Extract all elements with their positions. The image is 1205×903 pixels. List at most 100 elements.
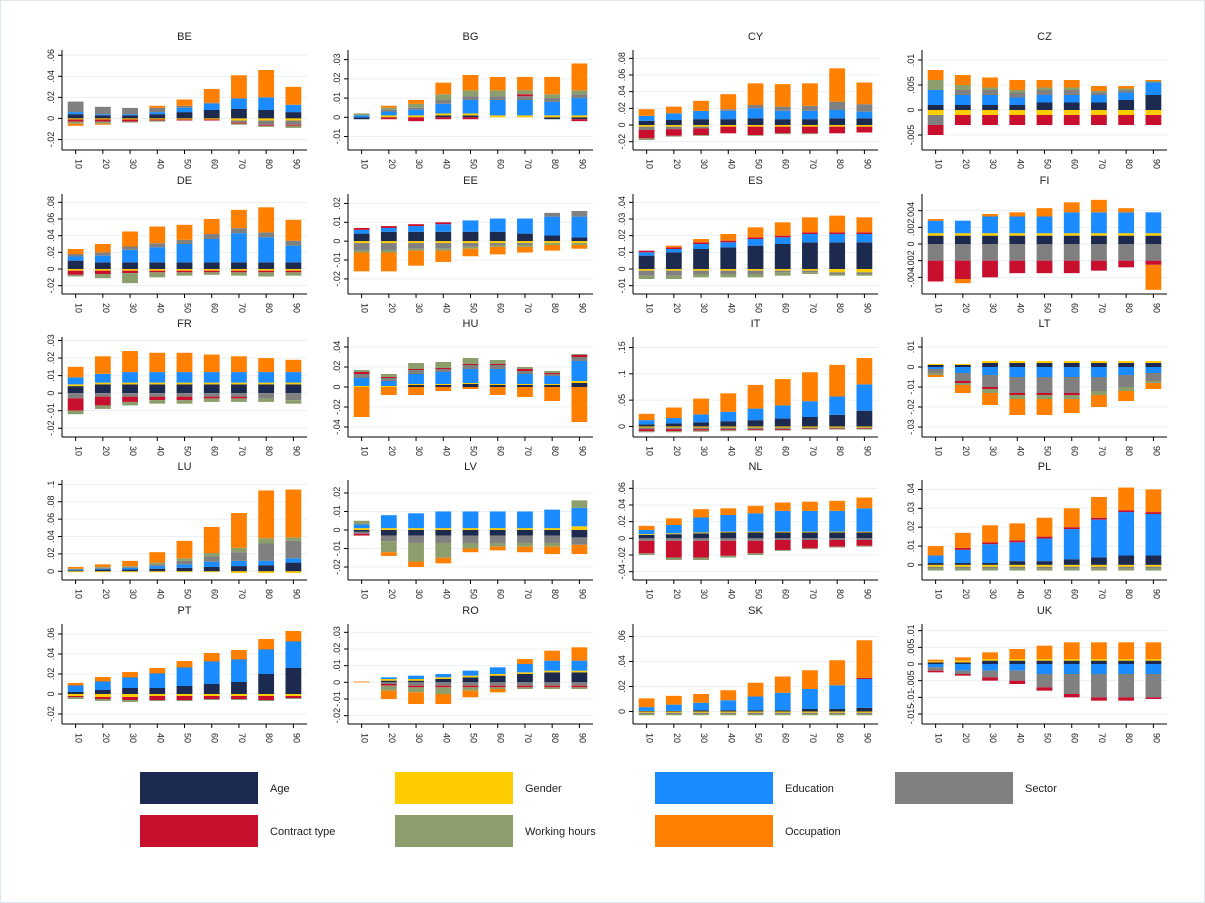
bar-segment bbox=[1009, 568, 1026, 571]
bar-segment bbox=[1145, 115, 1162, 125]
bar-segment bbox=[1145, 489, 1162, 513]
bar-segment bbox=[67, 114, 84, 119]
panel-title: HU bbox=[463, 318, 479, 330]
x-tick-label: 30 bbox=[414, 159, 424, 169]
bar-segment bbox=[1036, 115, 1053, 125]
bar-segment bbox=[1036, 260, 1053, 274]
bar-segment bbox=[462, 690, 479, 698]
bar-segment bbox=[380, 684, 397, 686]
bar-segment bbox=[802, 428, 818, 430]
bar-segment bbox=[802, 105, 818, 111]
bar-segment bbox=[122, 107, 138, 115]
bar-segment bbox=[802, 670, 818, 689]
y-tick-label: .02 bbox=[617, 515, 627, 528]
legend-label: Contract type bbox=[270, 826, 335, 838]
x-tick-label: 40 bbox=[441, 159, 451, 169]
x-tick-label: 50 bbox=[469, 589, 479, 599]
bar-segment bbox=[927, 219, 944, 221]
bar-segment bbox=[856, 677, 873, 679]
bar-segment bbox=[720, 538, 737, 541]
y-tick-label: 0 bbox=[332, 239, 342, 244]
bar-segment bbox=[231, 393, 247, 397]
bar-segment bbox=[802, 548, 818, 550]
x-tick-label: 40 bbox=[1015, 159, 1025, 169]
bar-segment bbox=[285, 489, 302, 538]
x-tick-label: 70 bbox=[237, 303, 247, 313]
bar-segment bbox=[176, 372, 193, 383]
bar-segment bbox=[1145, 513, 1162, 556]
bar-segment bbox=[1036, 95, 1053, 103]
bar-segment bbox=[462, 241, 479, 244]
bar-segment bbox=[462, 535, 479, 543]
bar-segment bbox=[571, 237, 588, 242]
bar-segment bbox=[1063, 80, 1080, 88]
y-tick-label: .03 bbox=[332, 626, 342, 639]
bar-segment bbox=[462, 243, 479, 247]
bar-segment bbox=[285, 384, 302, 394]
bar-segment bbox=[1063, 564, 1080, 567]
panel-title: CZ bbox=[1037, 31, 1052, 43]
bar-segment bbox=[1091, 496, 1107, 518]
bar-segment bbox=[258, 232, 275, 238]
bar-segment bbox=[94, 114, 111, 116]
bar-segment bbox=[829, 426, 846, 428]
bar-segment bbox=[94, 681, 111, 682]
x-tick-label: 70 bbox=[523, 159, 533, 169]
bar-segment bbox=[829, 234, 846, 243]
bar-segment bbox=[802, 711, 818, 713]
bar-segment bbox=[1118, 361, 1135, 363]
bar-segment bbox=[1036, 367, 1053, 377]
bar-segment bbox=[258, 70, 275, 98]
x-tick-label: 20 bbox=[961, 733, 971, 743]
y-tick-label: .04 bbox=[906, 483, 916, 496]
bar-segment bbox=[462, 542, 479, 549]
x-tick-label: 60 bbox=[1070, 159, 1080, 169]
bar-segment bbox=[802, 427, 818, 429]
x-tick-label: 90 bbox=[577, 446, 587, 456]
bar-segment bbox=[285, 104, 302, 113]
bar-segment bbox=[285, 112, 302, 119]
bar-segment bbox=[258, 269, 275, 271]
bar-segment bbox=[774, 510, 791, 532]
bar-segment bbox=[982, 361, 998, 363]
bar-segment bbox=[258, 650, 275, 674]
bar-segment bbox=[954, 381, 971, 383]
y-tick-label: .04 bbox=[46, 648, 56, 661]
x-tick-label: 50 bbox=[183, 446, 193, 456]
bar-segment bbox=[258, 97, 275, 110]
bar-segment bbox=[517, 369, 533, 371]
bar-segment bbox=[353, 241, 370, 244]
bar-segment bbox=[67, 101, 84, 113]
x-tick-label: 60 bbox=[1070, 303, 1080, 313]
bar-segment bbox=[231, 699, 247, 700]
bar-segment bbox=[435, 530, 452, 536]
bar-segment bbox=[176, 262, 193, 269]
bar-segment bbox=[67, 112, 84, 115]
x-tick-label: 70 bbox=[237, 446, 247, 456]
bar-segment bbox=[1036, 660, 1053, 664]
x-tick-label: 40 bbox=[441, 303, 451, 313]
bar-segment bbox=[231, 209, 247, 229]
bar-segment bbox=[693, 100, 709, 111]
bar-segment bbox=[720, 109, 737, 111]
bar-segment bbox=[67, 260, 84, 269]
bar-segment bbox=[258, 384, 275, 394]
bar-segment bbox=[954, 563, 971, 565]
bar-segment bbox=[462, 383, 479, 384]
bar-segment bbox=[720, 430, 737, 432]
bar-segment bbox=[802, 689, 818, 709]
bar-segment bbox=[774, 84, 791, 107]
bar-segment bbox=[747, 540, 764, 554]
bar-segment bbox=[638, 125, 655, 127]
x-tick-label: 30 bbox=[128, 733, 138, 743]
bar-segment bbox=[462, 100, 479, 114]
bar-segment bbox=[285, 124, 302, 126]
x-tick-label: 20 bbox=[672, 446, 682, 456]
bar-segment bbox=[517, 530, 533, 536]
x-tick-label: 20 bbox=[387, 303, 397, 313]
bar-segment bbox=[435, 677, 452, 679]
bar-segment bbox=[774, 244, 791, 269]
bar-segment bbox=[954, 662, 971, 664]
bar-segment bbox=[802, 217, 818, 233]
bar-segment bbox=[1063, 377, 1080, 393]
